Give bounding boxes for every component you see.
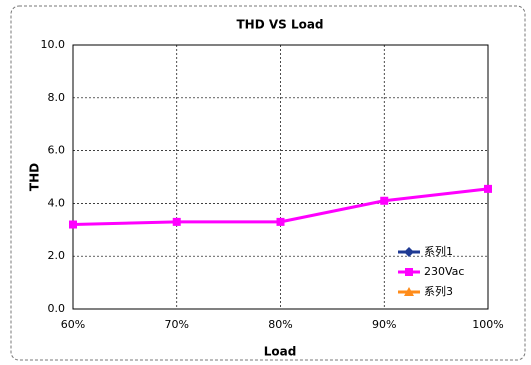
marker <box>484 184 492 193</box>
y-axis-title: THD <box>28 163 42 191</box>
marker <box>172 217 181 226</box>
marker <box>404 247 414 257</box>
x-tick-label: 80% <box>268 318 292 331</box>
chart-title: THD VS Load <box>236 18 323 32</box>
marker <box>380 196 389 205</box>
x-tick-label: 70% <box>165 318 189 331</box>
x-axis-title: Load <box>264 345 297 359</box>
marker <box>69 220 77 229</box>
x-tick-label: 60% <box>61 318 85 331</box>
y-tick-label: 6.0 <box>48 144 66 157</box>
y-tick-label: 0.0 <box>48 302 66 315</box>
y-tick-label: 8.0 <box>48 91 66 104</box>
legend-label: 系列3 <box>424 284 453 298</box>
x-tick-label: 100% <box>472 318 503 331</box>
marker <box>276 217 285 226</box>
legend-label: 230Vac <box>424 265 464 278</box>
x-tick-label: 90% <box>372 318 396 331</box>
legend-label: 系列1 <box>424 244 453 258</box>
marker <box>405 268 413 276</box>
marker <box>404 287 414 296</box>
y-tick-label: 10.0 <box>41 38 66 51</box>
y-tick-label: 2.0 <box>48 249 66 262</box>
chart-border <box>10 5 526 361</box>
y-tick-label: 4.0 <box>48 196 66 209</box>
